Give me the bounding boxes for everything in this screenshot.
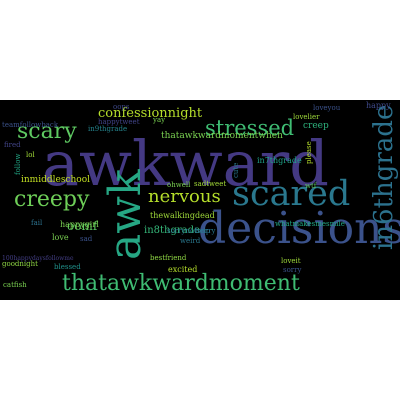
word-in9thgrade: in9thgrade [88,125,127,133]
word-nervous: nervous [148,186,221,207]
word-decisions: decisions [198,203,400,254]
word-happy: happy [366,101,391,110]
word-oops: oops [113,103,130,111]
word-love: love [52,233,69,242]
word-loveit: loveit [281,257,301,265]
word-yay: yay [152,116,165,124]
word-stressed: stressed [205,116,294,140]
word-lovelier: lovelier [293,113,320,121]
word-teamfollowback: teamfollowback [2,121,59,129]
word-in7thgrade: in7thgrade [257,156,302,165]
word-scared: scared [232,174,350,214]
word-thatawkwardmomentwhen: thatawkwardmomentwhen [161,131,283,141]
word-happygirl: happygirl [60,220,99,229]
word-scary: scary [17,119,77,144]
word-awkward: awkward [42,127,329,200]
word-in6thgrade: in6thgrade [369,105,399,250]
word-whatmakesmesmile: whatmakesmesmile [275,220,345,228]
word-oomf: oomf [67,219,99,233]
word-cloud: awkward decisions scared awk thatawkwardmome… [0,100,400,300]
word-fired: fired [4,141,21,149]
word-follow: follow [14,154,22,176]
word-confessionnight: confessionnight [98,106,203,121]
word-100happydaysfollowme: 100happydaysfollowme [2,255,74,262]
word-excited: excited [168,265,197,274]
word-thewalkingdead: thewalkingdead [150,211,215,220]
word-weird: weird [180,237,201,245]
word-lol: lol [26,151,35,159]
word-please: please [305,141,313,164]
word-goodnight: goodnight [2,260,38,268]
word-cute: cute [232,163,240,178]
word-creepy: creepy [14,187,90,212]
word-wtf: wtf [305,182,318,190]
word-thatawkwardmoment: thatawkwardmoment [62,271,300,296]
word-inmiddleschool: inmiddleschool [21,175,90,185]
word-help: help [195,227,211,235]
word-catfish: catfish [3,281,27,289]
word-sorry: sorry [283,266,301,274]
word-creep: creep [303,121,329,131]
word-fail: fail [31,219,43,227]
word-in8thgrade: in8thgrade [144,225,200,236]
word-bestfriend: bestfriend [150,254,187,262]
word-ohwell: ohwell [167,181,191,189]
word-blessed: blessed [54,263,81,271]
word-sadtweet: sadtweet [194,180,226,188]
word-awk: awk [100,169,151,260]
word-sorrynotsorry: sorrynotsorry [167,227,215,235]
word-loveyou: loveyou [313,104,341,112]
word-sad: sad [80,235,93,243]
word-happytweet: happytweet [98,118,140,126]
